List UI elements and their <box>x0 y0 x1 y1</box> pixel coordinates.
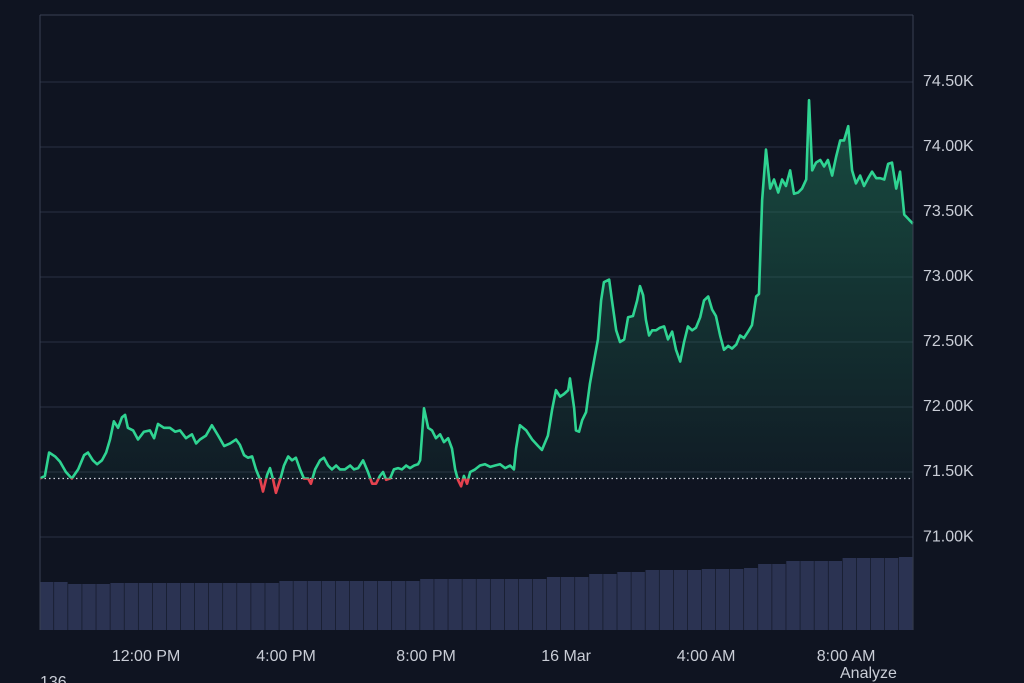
volume-bar <box>800 561 814 630</box>
volume-bar <box>54 582 68 630</box>
volume-bar <box>279 581 293 630</box>
volume-bar <box>194 583 209 630</box>
x-tick-label: 4:00 AM <box>677 648 736 665</box>
volume-bar <box>645 570 659 630</box>
volume-bars <box>40 557 913 630</box>
y-tick-label: 74.50K <box>923 73 974 90</box>
volume-bar <box>265 583 279 630</box>
volume-bar <box>40 582 54 630</box>
plot <box>39 98 914 495</box>
volume-bar <box>237 583 251 630</box>
volume-bar <box>560 577 575 630</box>
volume-bar <box>772 564 786 630</box>
volume-bar <box>335 581 350 630</box>
volume-bar <box>68 584 82 630</box>
volume-bar <box>504 579 519 630</box>
volume-bar <box>814 561 828 630</box>
price-area <box>40 100 913 493</box>
volume-bar <box>377 581 392 630</box>
y-tick-label: 71.00K <box>923 528 974 545</box>
volume-bar <box>82 584 96 630</box>
volume-bar <box>251 583 265 630</box>
volume-bar <box>532 579 547 630</box>
volume-bar <box>603 574 617 630</box>
volume-bar <box>786 561 800 630</box>
analyze-link[interactable]: Analyze <box>840 665 897 682</box>
volume-bar <box>659 570 674 630</box>
volume-bar <box>687 570 702 630</box>
volume-bar <box>434 579 448 630</box>
y-tick-label: 71.50K <box>923 463 974 480</box>
volume-bar <box>518 579 533 630</box>
volume-bar <box>898 557 913 630</box>
volume-bar <box>420 579 434 630</box>
volume-bar <box>490 579 505 630</box>
volume-bar <box>673 570 688 630</box>
volume-bar <box>856 558 871 630</box>
footer-number: 136 <box>40 674 67 683</box>
volume-bar <box>617 572 631 630</box>
x-tick-label: 8:00 AM <box>817 648 876 665</box>
price-line <box>39 98 914 495</box>
volume-bar <box>715 569 730 630</box>
volume-bar <box>307 581 322 630</box>
volume-bar <box>462 579 476 630</box>
x-tick-label: 16 Mar <box>541 648 591 665</box>
volume-bar <box>406 581 420 630</box>
volume-bar <box>884 558 899 630</box>
volume-bar <box>223 583 237 630</box>
volume-bar <box>124 583 138 630</box>
volume-bar <box>701 569 716 630</box>
y-tick-label: 72.50K <box>923 333 974 350</box>
volume-bar <box>392 581 406 630</box>
volume-bar <box>448 579 462 630</box>
volume-bar <box>166 583 181 630</box>
volume-bar <box>96 584 110 630</box>
y-tick-label: 74.00K <box>923 138 974 155</box>
volume-bar <box>321 581 336 630</box>
volume-bar <box>180 583 195 630</box>
volume-bar <box>152 583 167 630</box>
y-tick-label: 72.00K <box>923 398 974 415</box>
volume-bar <box>842 558 857 630</box>
volume-bar <box>110 583 124 630</box>
volume-bar <box>744 568 758 630</box>
x-tick-label: 4:00 PM <box>256 648 316 665</box>
volume-bar <box>828 561 842 630</box>
y-tick-label: 73.00K <box>923 268 974 285</box>
volume-bar <box>870 558 885 630</box>
x-tick-label: 8:00 PM <box>396 648 456 665</box>
volume-bar <box>138 583 153 630</box>
volume-bar <box>363 581 378 630</box>
volume-bar <box>349 581 364 630</box>
volume-bar <box>546 577 561 630</box>
volume-bar <box>293 581 307 630</box>
volume-bar <box>631 572 645 630</box>
volume-bar <box>729 569 744 630</box>
x-tick-label: 12:00 PM <box>112 648 180 665</box>
volume-bar <box>758 564 772 630</box>
volume-bar <box>476 579 490 630</box>
volume-bar <box>589 574 603 630</box>
volume-bar <box>575 577 589 630</box>
y-tick-label: 73.50K <box>923 203 974 220</box>
volume-bar <box>208 583 223 630</box>
